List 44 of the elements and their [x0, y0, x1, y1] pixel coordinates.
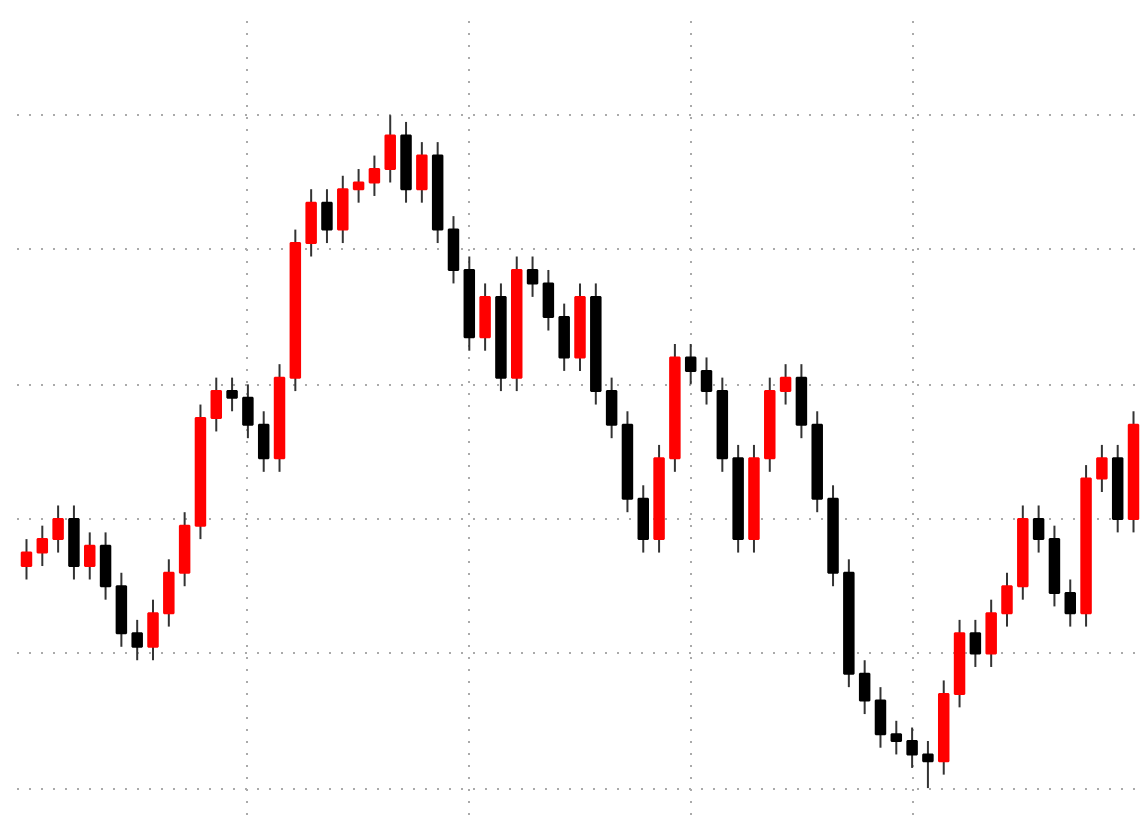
- candlestick: [226, 376, 238, 413]
- candlestick: [242, 383, 254, 440]
- candlestick: [384, 114, 396, 184]
- candlestick: [1096, 443, 1108, 494]
- candlestick: [84, 531, 96, 581]
- candlestick: [874, 686, 887, 749]
- candlestick: [985, 598, 997, 668]
- candlestick: [479, 282, 491, 352]
- candlestick: [906, 726, 918, 769]
- candlestick: [131, 618, 143, 662]
- candlestick: [163, 558, 175, 628]
- candlestick: [147, 598, 159, 662]
- candlestick: [779, 363, 792, 406]
- candlestick: [637, 484, 649, 554]
- candlestick: [922, 739, 934, 790]
- candlestick: [969, 618, 982, 668]
- candlestick: [558, 302, 570, 372]
- candlestick: [1064, 578, 1076, 628]
- candlestick: [99, 531, 112, 601]
- candlestick: [210, 376, 223, 433]
- candlestick: [352, 168, 365, 204]
- candlestick: [858, 659, 871, 716]
- candlestick: [368, 154, 381, 197]
- candlestick: [52, 504, 64, 554]
- candlestick: [795, 363, 808, 440]
- candlestick: [337, 174, 349, 245]
- candlestick: [605, 376, 618, 440]
- candlestick: [684, 342, 697, 386]
- candlestick: [178, 511, 191, 588]
- candlestick: [257, 410, 270, 473]
- candlestick: [416, 141, 428, 204]
- candlestick: [36, 524, 49, 568]
- candlestick: [305, 188, 317, 258]
- candlestick: [1001, 571, 1013, 628]
- candlestick: [700, 356, 713, 406]
- candlestick: [542, 268, 555, 332]
- candlestick: [115, 571, 128, 648]
- candlestick: [1032, 504, 1045, 554]
- candlestick: [447, 215, 460, 285]
- candlestick: [526, 255, 539, 298]
- candlestick: [20, 538, 33, 581]
- candlestick: [68, 504, 80, 581]
- candlestick: [890, 719, 903, 756]
- candlestick: [321, 188, 333, 245]
